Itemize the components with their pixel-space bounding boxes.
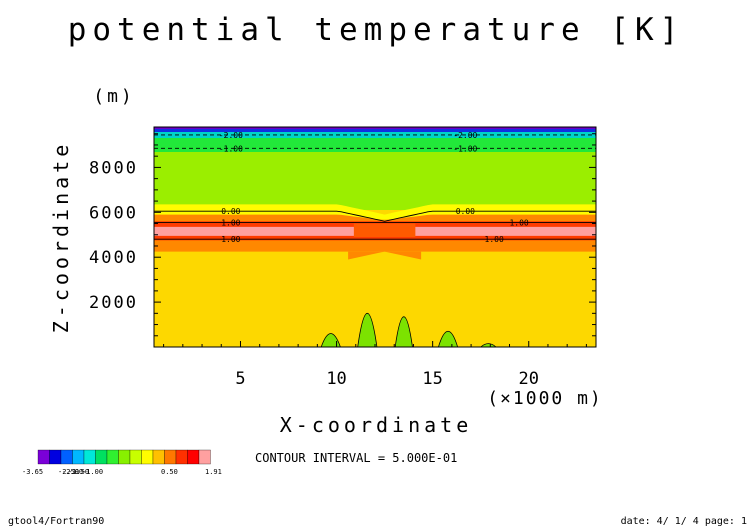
colorbar-labels: -3.65 -2.50-2.00-1.50-1.00 0.50 1.91 [22,468,222,476]
x-axis-label: X-coordinate [280,413,473,437]
colorbar-label-3: -1.50 [68,468,89,476]
band-green-upper [154,150,596,210]
band-blue-top [154,127,596,132]
colorbar-label-2: -2.00 [62,468,83,476]
y-tick-label-3: 8000 [89,158,138,178]
y-axis-label: Z-coordinate [49,141,73,334]
y-tick-label-1: 4000 [89,248,138,268]
colorbar-swatch-14 [198,449,211,465]
x-axis-unit: (×1000 m) [487,388,603,409]
y-axis-unit: (m) [93,86,135,107]
contour-interval: CONTOUR INTERVAL = 5.000E-01 [255,451,457,465]
colorbar-swatch-9 [141,449,154,465]
contour-line-2 [154,210,596,222]
x-tick-label-0: 5 [235,369,245,389]
contour-bands [154,204,596,260]
colorbar-label-0: -3.65 [22,468,43,476]
colorbar-label-6: 1.91 [205,468,222,476]
contour-label-8: 1.00 [221,235,240,244]
contour-label-1: -2.00 [453,131,477,140]
colorbar [37,449,211,465]
axes: 5 10 15 20 2000 4000 6000 8000 [89,133,596,389]
colorbar-swatch-3 [72,449,85,465]
bump-2 [394,316,413,347]
colorbar-swatch-6 [106,449,119,465]
contour-label-2: -1.00 [219,144,243,153]
colorbar-swatch-8 [129,449,142,465]
colorbar-label-5: 0.50 [161,468,178,476]
bump-1 [357,312,378,347]
footer-right: date: 4/ 1/ 4 page: 1 [621,516,747,527]
colorbar-swatch-2 [60,449,73,465]
colorbar-label-4: -1.00 [82,468,103,476]
colorbar-swatch-13 [187,449,200,465]
band-purple-top [154,127,596,129]
chart-title: potential temperature [K] [68,12,685,48]
contour-label-4: 0.00 [221,207,240,216]
x-tick-label-2: 15 [422,369,442,389]
x-tick-label-1: 10 [326,369,346,389]
band-notch [348,251,422,260]
y-tick-label-0: 2000 [89,293,138,313]
colorbar-label-1: -2.50 [58,468,79,476]
contour-label-7: 1.00 [509,218,528,227]
colorbar-swatch-10 [152,449,165,465]
band-cyan-top [154,130,596,138]
x-tick-label-3: 20 [518,369,538,389]
colorbar-swatch-7 [118,449,131,465]
contour-label-5: 0.00 [456,207,475,216]
footer-left: gtool4/Fortran90 [8,516,104,527]
contour-lines [154,134,596,240]
band-center-gap [353,223,416,237]
y-tick-label-2: 6000 [89,203,138,223]
colorbar-swatch-5 [95,449,108,465]
colorbar-swatch-11 [164,449,177,465]
plot-area: -2.00 -2.00 -1.00 -1.00 0.00 0.00 1.00 1.00 1.00… [154,127,596,347]
contour-label-3: -1.00 [453,144,477,153]
contour-labels: -2.00 -2.00 -1.00 -1.00 0.00 0.00 1.00 1.00 1.00… [219,131,529,244]
colorbar-swatch-0 [37,449,50,465]
colorbar-swatch-1 [49,449,62,465]
contour-label-0: -2.00 [219,131,243,140]
colorbar-swatch-12 [175,449,188,465]
contour-label-6: 1.00 [221,218,240,227]
colorbar-swatch-4 [83,449,96,465]
contour-label-9: 1.00 [485,235,504,244]
